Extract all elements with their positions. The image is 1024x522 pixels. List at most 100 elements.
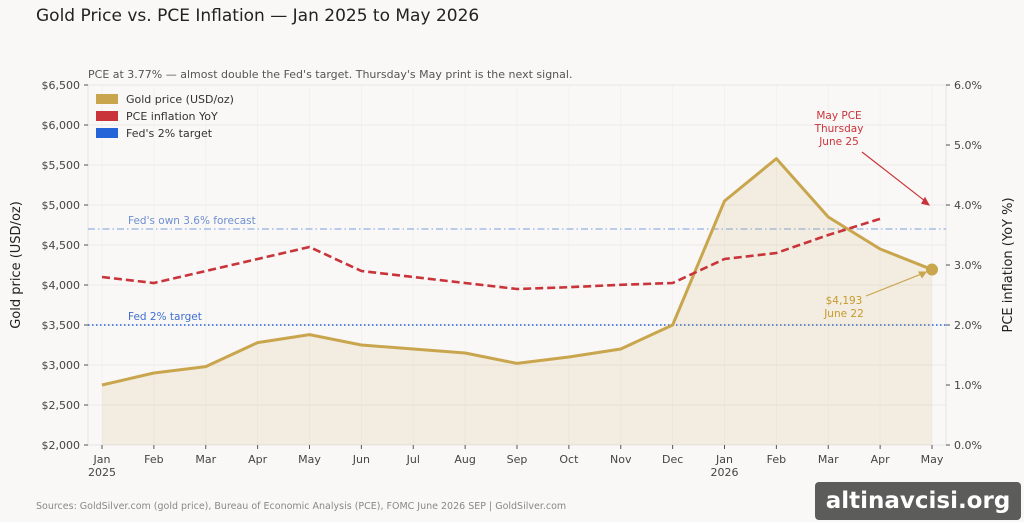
pce-annotation-text: June 25	[818, 136, 859, 148]
pce-data-point	[256, 258, 259, 261]
legend: Gold price (USD/oz) PCE inflation YoY Fed'…	[96, 93, 234, 140]
pce-data-point	[567, 286, 570, 289]
pce-annotation-arrow	[861, 151, 927, 203]
legend-item-gold-swatch	[96, 94, 118, 104]
gold-data-point	[152, 372, 155, 375]
y-tick-label: $5,500	[42, 159, 81, 172]
legend-item-gold-label: Gold price (USD/oz)	[126, 93, 234, 106]
gold-data-point	[101, 384, 104, 387]
x-tick-label: Nov	[610, 453, 632, 466]
gold-annotation-arrowhead	[918, 271, 927, 279]
x-tick-label: May	[921, 453, 944, 466]
legend-item-fed-target-label: Fed's 2% target	[126, 127, 213, 140]
pce-data-point	[879, 217, 882, 220]
gold-data-point	[567, 356, 570, 359]
y-tick-label: $5,000	[42, 199, 81, 212]
y2-tick-label: 5.0%	[954, 139, 982, 152]
x-year-label: 2025	[88, 466, 116, 479]
y2-tick-label: 2.0%	[954, 319, 982, 332]
y-tick-label: $3,500	[42, 319, 81, 332]
pce-data-point	[723, 258, 726, 261]
gold-data-point	[619, 348, 622, 351]
y-tick-label: $4,500	[42, 239, 81, 252]
y2-tick-label: 4.0%	[954, 199, 982, 212]
x-tick-label: Jun	[352, 453, 370, 466]
gold-area-fill	[102, 158, 932, 445]
fed-target-label: Fed 2% target	[128, 311, 202, 323]
pce-data-point	[412, 276, 415, 279]
x-tick-label: Jan	[715, 453, 733, 466]
reference-lines: Fed 2% target Fed's own 3.6% forecast	[88, 215, 946, 326]
x-tick-label: Jul	[406, 453, 420, 466]
x-tick-label: Sep	[507, 453, 528, 466]
y-tick-label: $4,000	[42, 279, 81, 292]
y-tick-label: $6,500	[42, 79, 81, 92]
x-tick-label: Feb	[144, 453, 163, 466]
y2-tick-label: 3.0%	[954, 259, 982, 272]
gold-data-point	[516, 362, 519, 365]
x-year-label: 2026	[711, 466, 739, 479]
pce-inflation-line	[101, 217, 881, 291]
pce-data-point	[671, 282, 674, 285]
pce-data-point	[308, 246, 311, 249]
gold-data-point	[256, 341, 259, 344]
fed-forecast-label: Fed's own 3.6% forecast	[128, 215, 256, 227]
series-layer	[101, 157, 938, 445]
gold-data-point	[412, 348, 415, 351]
pce-data-point	[204, 270, 207, 273]
chart-subtitle: PCE at 3.77% — almost double the Fed's t…	[88, 68, 573, 81]
y-axis-title: Gold price (USD/oz)	[9, 201, 24, 329]
legend-item-fed-target-swatch	[96, 128, 118, 138]
x-tick-label: Oct	[559, 453, 579, 466]
x-tick-label: Jan	[93, 453, 111, 466]
gold-data-point	[775, 157, 778, 160]
x-tick-label: Aug	[454, 453, 475, 466]
gold-data-point	[827, 216, 830, 219]
y-tick-label: $2,000	[42, 439, 81, 452]
x-tick-label: Mar	[818, 453, 839, 466]
pce-data-point	[152, 282, 155, 285]
pce-data-point	[516, 288, 519, 291]
x-tick-label: Apr	[871, 453, 891, 466]
y-tick-label: $6,000	[42, 119, 81, 132]
pce-data-point	[464, 282, 467, 285]
pce-annotation-arrowhead	[921, 196, 930, 206]
gold-data-point	[204, 365, 207, 368]
legend-item-pce-swatch	[96, 111, 118, 121]
y-tick-label: $2,500	[42, 399, 81, 412]
pce-data-point	[827, 234, 830, 237]
y2-tick-label: 0.0%	[954, 439, 982, 452]
x-tick-label: Apr	[248, 453, 268, 466]
legend-item-pce-label: PCE inflation YoY	[126, 110, 218, 123]
gold-annotation-text: June 22	[823, 308, 864, 320]
x-tick-label: May	[298, 453, 321, 466]
gold-annotation-arrow	[865, 272, 926, 297]
watermark-logo: altinavcisi.org	[815, 482, 1021, 520]
gold-data-point	[723, 200, 726, 203]
x-tick-label: Feb	[767, 453, 786, 466]
gold-latest-marker	[926, 263, 938, 276]
y2-tick-label: 6.0%	[954, 79, 982, 92]
source-footer: Sources: GoldSilver.com (gold price), Bu…	[36, 501, 567, 512]
gold-data-point	[671, 324, 674, 327]
x-tick-label: Mar	[195, 453, 216, 466]
pce-data-point	[360, 270, 363, 273]
gold-data-point	[360, 344, 363, 347]
y2-axis-title: PCE inflation (YoY %)	[1001, 197, 1016, 332]
axes: $2,000 $2,500 $3,000 $3,500 $4,000 $4,500 $5,0…	[9, 79, 1016, 479]
gold-price-line	[101, 157, 933, 387]
gold-data-point	[308, 333, 311, 336]
pce-annotation-text: Thursday	[814, 123, 864, 135]
gold-data-point	[879, 248, 882, 251]
pce-data-point	[619, 283, 622, 286]
x-tick-label: Dec	[662, 453, 683, 466]
pce-annotation-text: May PCE	[816, 110, 861, 122]
pce-data-point	[101, 276, 104, 279]
chart-title: Gold Price vs. PCE Inflation — Jan 2025 …	[36, 6, 480, 26]
y2-tick-label: 1.0%	[954, 379, 982, 392]
gold-annotation-text: $4,193	[826, 295, 863, 307]
pce-data-point	[775, 252, 778, 255]
y-tick-label: $3,000	[42, 359, 81, 372]
